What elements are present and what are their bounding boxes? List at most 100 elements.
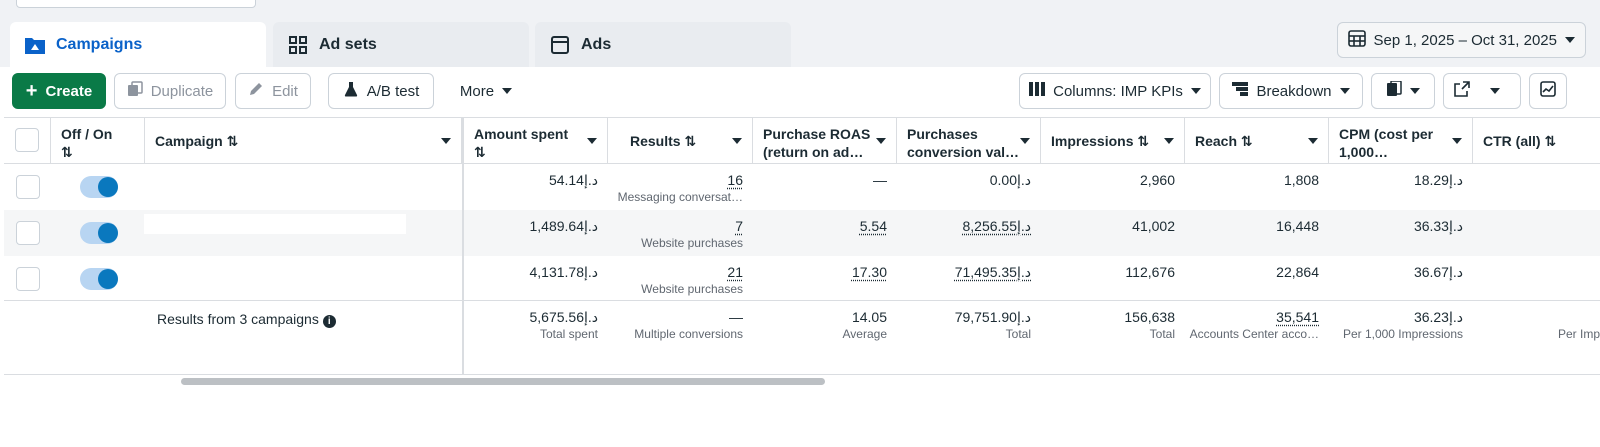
date-range-picker[interactable]: Sep 1, 2025 – Oct 31, 2025 [1336,22,1586,58]
charts-button[interactable] [1529,73,1567,109]
tab-ads[interactable]: Ads [535,22,791,68]
chevron-down-icon [587,138,597,144]
chevron-down-icon [502,88,513,94]
chevron-down-icon [732,138,742,144]
cell-cpm: 36.33د.إ [1413,218,1463,234]
chevron-down-icon [876,138,886,144]
cell-cpm: 18.29د.إ [1413,172,1463,188]
cell-reach: 22,864 [1276,264,1319,280]
info-icon[interactable]: i [322,315,336,328]
cell-reach: 16,448 [1276,218,1319,234]
tab-ad-sets[interactable]: Ad sets [273,22,529,68]
chevron-down-icon [1020,138,1030,144]
toggle-knob [98,269,118,289]
total-amount-spent: 5,675.56د.إ Total spent [529,309,598,341]
export-button[interactable] [1443,73,1521,109]
campaign-name-redacted [144,214,406,234]
header-purchase-roas[interactable]: Purchase ROAS (return on ad… [753,118,897,164]
cell-purchase-roas[interactable]: 17.30 [851,264,887,280]
totals-label: Results from 3 campaigns i [157,311,336,328]
campaign-toggle[interactable] [80,222,118,244]
breakdown-icon [1232,82,1249,100]
edit-button[interactable]: Edit [235,73,311,109]
cell-amount-spent: 1,489.64د.إ [529,218,598,234]
campaign-toggle[interactable] [80,176,118,198]
table-row[interactable]: 1,489.64د.إ 7 Website purchases 5.54 8,2… [4,210,1600,256]
header-purchases-conversion-value[interactable]: Purchases conversion val… [897,118,1041,164]
header-amount-spent[interactable]: Amount spent ⇅ [464,118,608,164]
header-cpm[interactable]: CPM (cost per 1,000… [1329,118,1473,164]
reports-icon [1386,80,1402,101]
table-row[interactable]: 54.14د.إ 16 Messaging conversat… — 0.00د… [4,164,1600,210]
header-campaign[interactable]: Campaign ⇅ [145,118,462,164]
chevron-down-icon [1452,138,1462,144]
row-checkbox[interactable] [16,221,40,245]
chevron-down-icon [1339,88,1350,94]
header-impressions[interactable]: Impressions ⇅ [1041,118,1185,164]
chevron-down-icon [1490,88,1500,94]
cell-impressions: 112,676 [1125,264,1175,280]
table-row[interactable]: 4,131.78د.إ 21 Website purchases 17.30 7… [4,256,1600,302]
toolbar: + Create Duplicate Edit A/B test More Co… [0,67,1600,117]
cell-reach: 1,808 [1283,172,1319,188]
cell-results[interactable]: 16 Messaging conversat… [617,172,743,204]
header-off-on[interactable]: Off / On ⇅ [51,118,145,164]
header-ctr[interactable]: CTR (all) ⇅ [1483,133,1557,149]
ads-window-icon [549,34,571,56]
cell-purchases-conversion-value[interactable]: 71,495.35د.إ [954,264,1031,280]
tab-campaigns[interactable]: Campaigns [10,22,266,68]
cell-purchase-roas: — [873,172,887,188]
columns-icon [1029,82,1046,100]
chevron-down-icon [1164,138,1174,144]
tab-label: Ad sets [319,36,377,53]
chevron-down-icon [441,138,451,144]
total-impressions: 156,638 Total [1124,309,1175,341]
duplicate-button[interactable]: Duplicate [114,73,226,109]
sort-icon: ⇅ [226,133,239,149]
total-purchases-conversion-value: 79,751.90د.إ Total [954,309,1031,341]
totals-row: Results from 3 campaigns i 5,675.56د.إ T… [4,300,1600,375]
more-button[interactable]: More [446,73,526,109]
frozen-column-divider[interactable] [462,117,464,375]
cell-purchases-conversion-value: 0.00د.إ [989,172,1031,188]
campaign-toggle[interactable] [80,268,118,290]
pencil-icon [248,81,264,101]
cell-results[interactable]: 21 Website purchases [641,264,743,296]
filter-chip[interactable] [16,0,256,8]
row-checkbox[interactable] [16,267,40,291]
toggle-knob [98,223,118,243]
reports-button[interactable] [1371,73,1435,109]
table-header: Off / On ⇅ Campaign ⇅ Amount spent ⇅ Res… [4,117,1600,164]
columns-button[interactable]: Columns: IMP KPIs [1019,73,1211,109]
header-select-all [4,118,51,164]
tab-label: Ads [581,36,612,53]
campaigns-folder-icon [24,34,46,56]
plus-icon: + [25,80,38,102]
date-range-label: Sep 1, 2025 – Oct 31, 2025 [1373,31,1557,49]
sort-icon: ⇅ [1544,133,1557,149]
cell-impressions: 2,960 [1139,172,1175,188]
cell-purchases-conversion-value[interactable]: 8,256.55د.إ [962,218,1031,234]
header-reach[interactable]: Reach ⇅ [1185,118,1329,164]
filter-strip [0,0,1600,14]
cell-purchase-roas[interactable]: 5.54 [859,218,887,234]
tab-label: Campaigns [56,36,143,53]
ab-test-button[interactable]: A/B test [328,73,434,109]
tab-bar: Campaigns Ad sets Ads Sep 1, 2025 – Oct … [0,14,1600,68]
total-cpm: 36.23د.إ Per 1,000 Impressions [1342,309,1463,341]
sort-icon: ⇅ [684,133,697,149]
chevron-down-icon [1565,37,1575,43]
adsets-grid-icon [287,34,309,56]
sort-icon: ⇅ [1240,133,1253,149]
header-results[interactable]: Results ⇅ [608,118,753,164]
breakdown-button[interactable]: Breakdown [1219,73,1363,109]
line-chart-icon [1540,81,1556,101]
create-button[interactable]: + Create [12,73,106,109]
horizontal-scrollbar[interactable] [181,378,825,385]
cell-amount-spent: 54.14د.إ [548,172,598,188]
row-checkbox[interactable] [16,175,40,199]
toggle-knob [98,177,118,197]
sort-icon: ⇅ [1137,133,1150,149]
select-all-checkbox[interactable] [15,128,39,152]
cell-results[interactable]: 7 Website purchases [641,218,743,250]
